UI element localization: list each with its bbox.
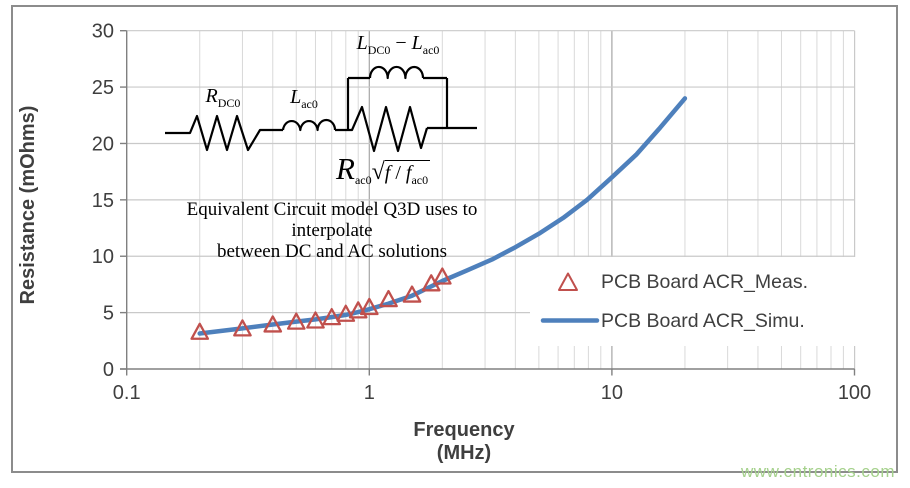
y-tick-label: 0	[103, 359, 114, 381]
inset-caption: Equivalent Circuit model Q3D uses to int…	[150, 199, 514, 262]
legend-label-meas: PCB Board ACR_Meas.	[601, 271, 809, 293]
simu-curve	[197, 96, 688, 336]
y-tick-label: 25	[92, 77, 114, 99]
y-axis-title: Resistance (mOhms)	[17, 105, 39, 305]
watermark: www.cntronics.com	[741, 462, 895, 481]
circuit-inductor-ldiff	[368, 65, 425, 80]
chart-border	[11, 5, 898, 473]
meas-point	[286, 312, 306, 330]
x-axis-title: Frequency (MHz)	[413, 419, 515, 464]
meas-point	[359, 297, 379, 316]
legend-box	[530, 257, 867, 346]
x-tick-label: 100	[838, 382, 871, 404]
meas-point	[379, 289, 398, 308]
legend-label-simu: PCB Board ACR_Simu.	[601, 310, 805, 332]
y-tick-label: 30	[92, 21, 114, 43]
circuit-label-lac0: Lac0	[290, 86, 318, 111]
meas-point	[306, 311, 325, 329]
x-tick-label: 10	[601, 382, 623, 404]
circuit-inductor-lac0	[281, 118, 337, 132]
circuit-resistor-rdc0	[165, 114, 283, 152]
meas-point	[336, 304, 356, 322]
y-tick-label: 15	[92, 190, 114, 212]
x-tick-label: 1	[364, 382, 375, 404]
circuit-resistor-rac0	[348, 105, 429, 153]
inset-caption-line1: Equivalent Circuit model Q3D uses to int…	[186, 199, 478, 241]
meas-point	[402, 285, 422, 303]
y-tick-label: 20	[92, 133, 114, 155]
circuit-wires	[335, 76, 477, 132]
circuit-label-ldiff: LDC0 − Lac0	[356, 32, 440, 57]
meas-point	[432, 267, 452, 285]
meas-point	[190, 322, 210, 340]
circuit-formula: Rac0√f / fac0	[336, 151, 431, 187]
legend-marker-triangle	[558, 272, 578, 291]
meas-point	[322, 307, 342, 326]
circuit-label-rdc0: RDC0	[205, 85, 241, 110]
y-tick-label: 10	[92, 246, 114, 268]
meas-point	[263, 315, 283, 333]
inset-caption-line2: between DC and AC solutions	[216, 241, 448, 262]
meas-point	[233, 319, 252, 337]
y-tick-label: 5	[103, 303, 114, 325]
x-tick-label: 0.1	[113, 382, 141, 404]
